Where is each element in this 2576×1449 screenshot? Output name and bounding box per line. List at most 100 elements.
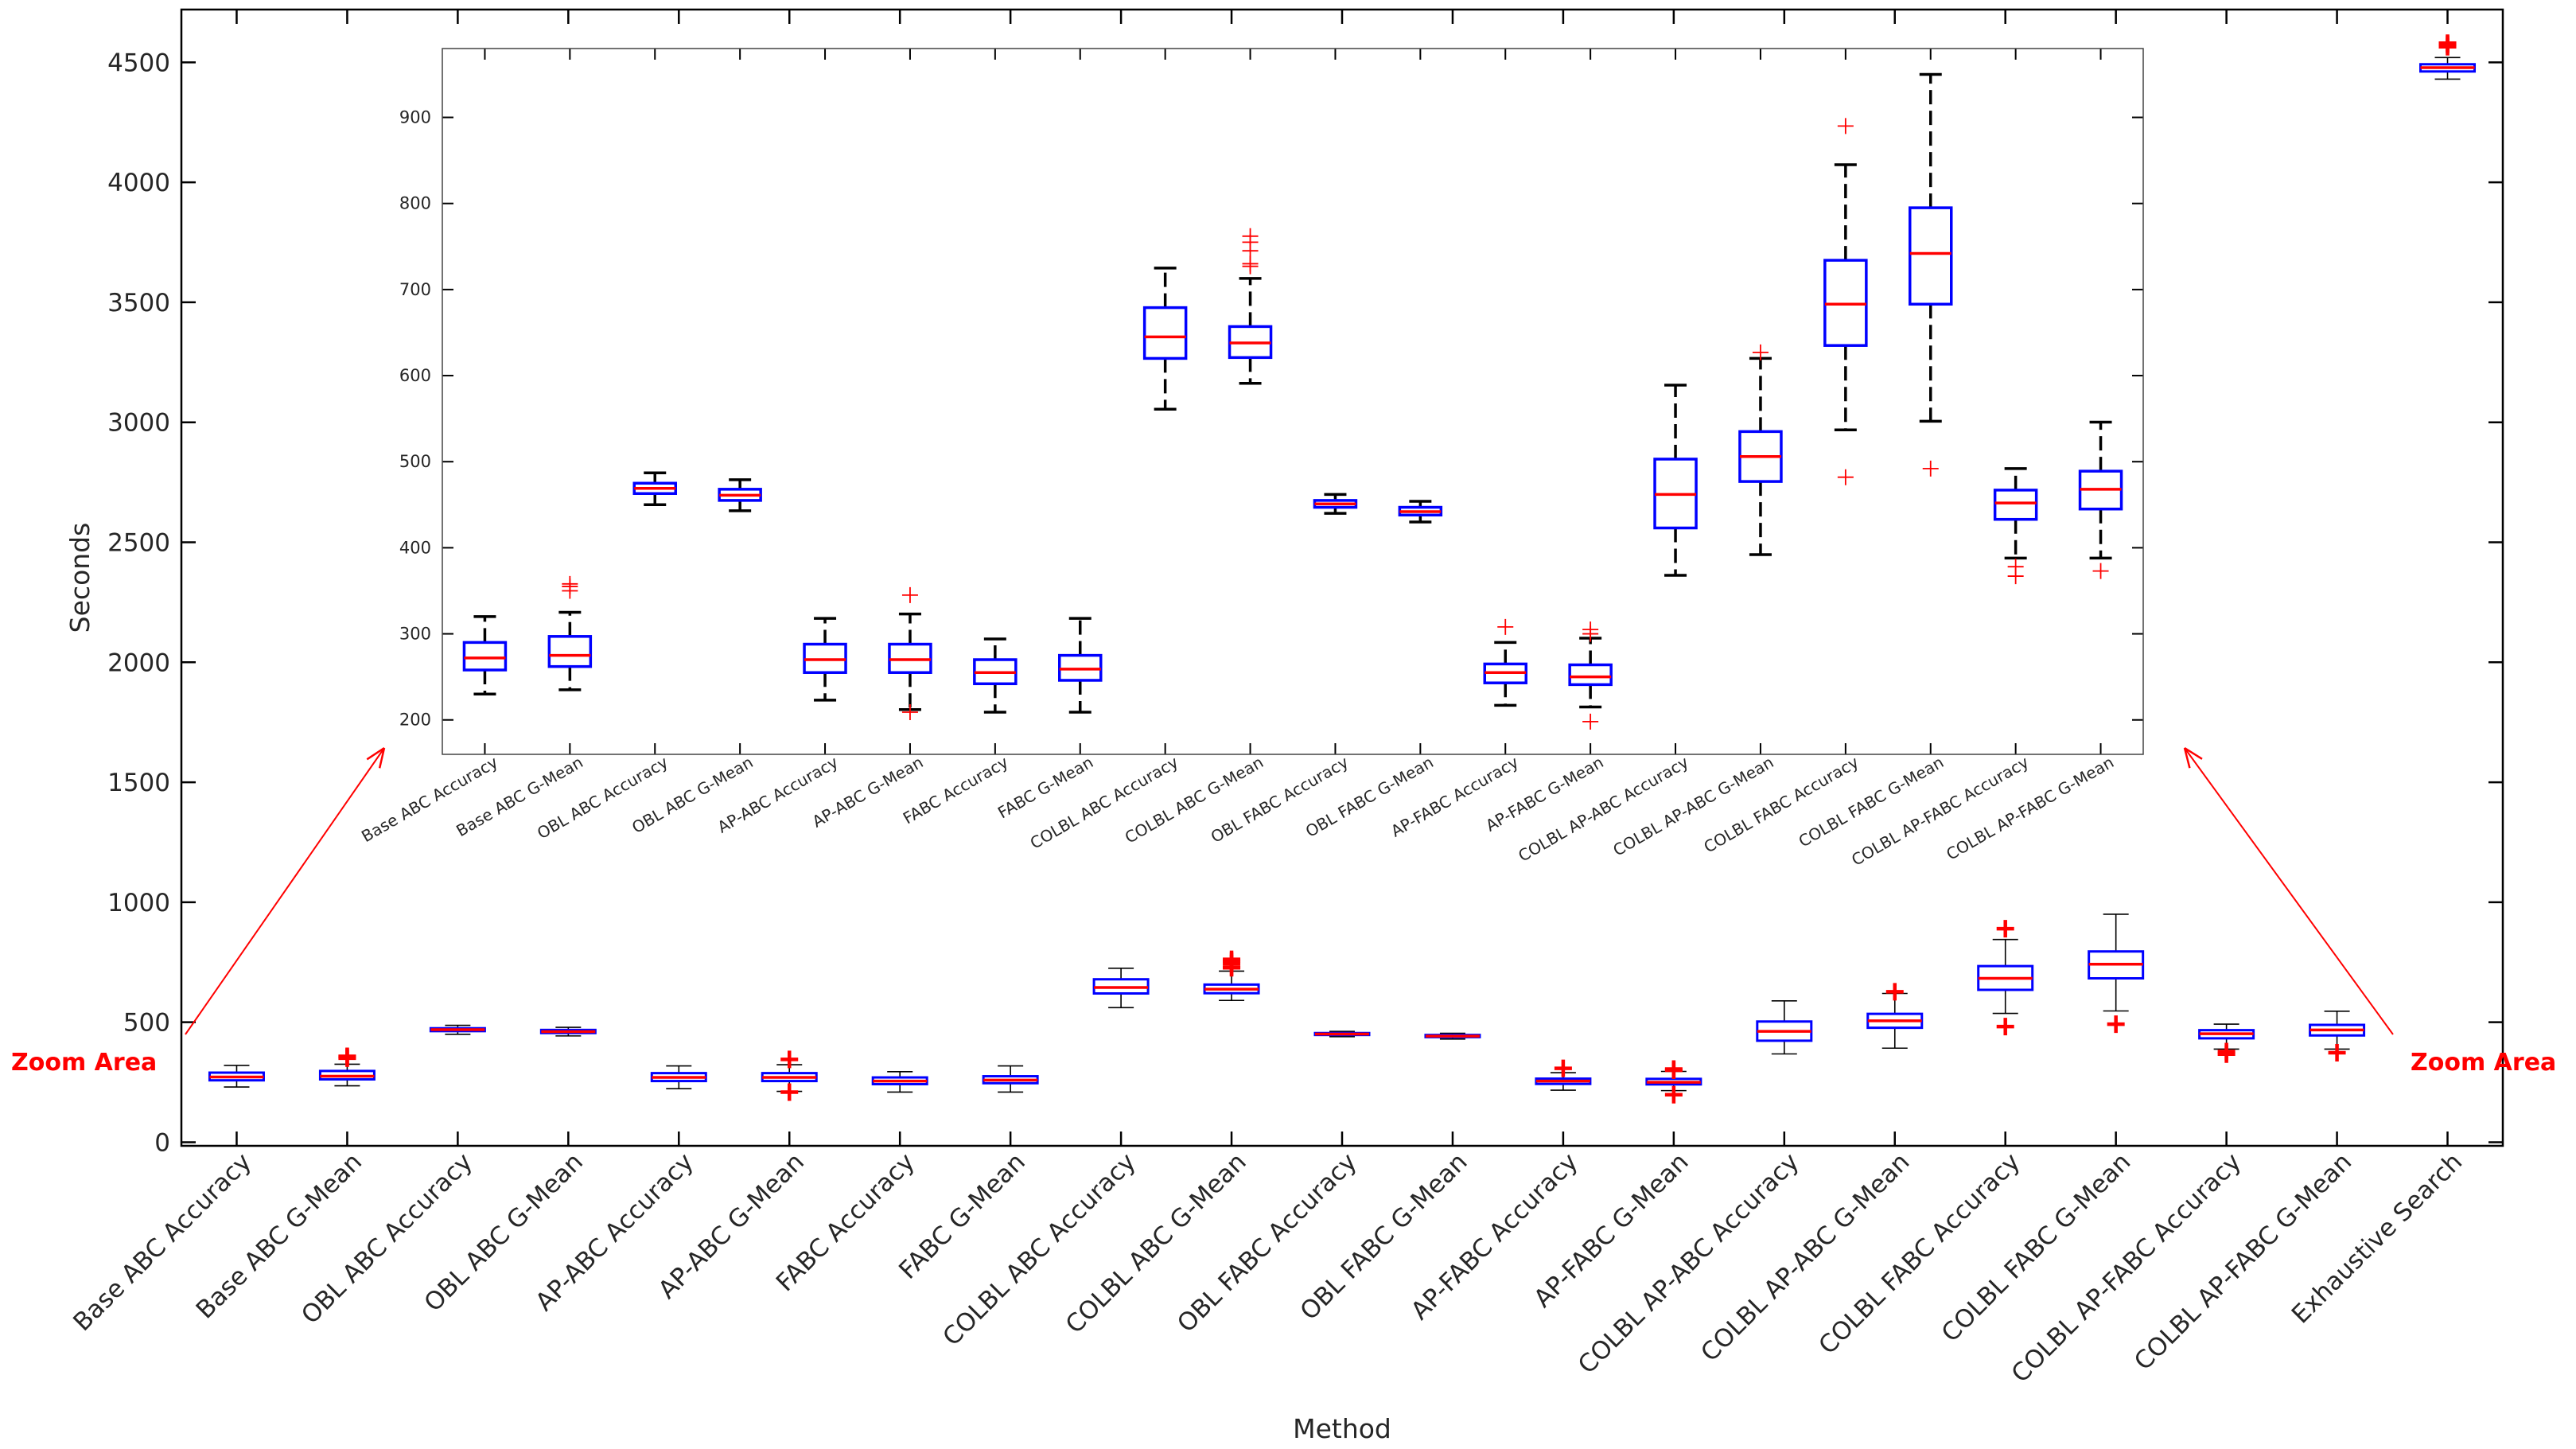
box-18 — [2198, 1023, 2255, 1063]
inset-y-tick-label: 200 — [399, 711, 431, 730]
box-19 — [2078, 420, 2123, 579]
inset-y-tick-label: 600 — [399, 366, 431, 385]
box-11 — [1424, 1032, 1481, 1040]
outlier-marker — [901, 703, 918, 720]
zoom-annotations: Zoom Area Zoom Area — [11, 746, 2556, 1077]
outlier-marker — [1664, 1061, 1683, 1079]
inset-y-tick-label: 300 — [399, 625, 431, 644]
outlier-marker — [1837, 469, 1854, 485]
outlier-marker — [780, 1050, 799, 1069]
box-6 — [973, 637, 1018, 714]
box-14 — [1756, 1000, 1813, 1055]
inset-x-tick-label: COLBL ABC Accuracy — [1027, 752, 1182, 852]
y-tick-label: 1500 — [107, 769, 170, 797]
outlier-marker — [901, 586, 918, 603]
box-8 — [1142, 267, 1188, 411]
zoom-area-right-label: Zoom Area — [2411, 1049, 2556, 1077]
inset-y-tick-label: 800 — [399, 194, 431, 213]
inset-frame — [442, 48, 2144, 755]
outlier-marker — [1582, 713, 1599, 730]
box-11 — [1398, 500, 1443, 524]
zoom-arrow-right — [2184, 747, 2394, 1035]
box-6 — [871, 1071, 928, 1093]
inset-background — [442, 49, 2143, 754]
box-3 — [539, 1026, 597, 1037]
outlier-marker — [338, 1047, 356, 1065]
outlier-marker — [1497, 618, 1514, 635]
x-tick-label: COLBL FABC Accuracy — [1813, 1147, 2025, 1360]
box-7 — [1058, 617, 1103, 714]
x-tick-label: COLBL AP-FABC Accuracy — [2006, 1147, 2247, 1389]
y-axis-label: Seconds — [64, 523, 95, 633]
box-15 — [1866, 983, 1924, 1050]
y-tick-label: 3000 — [107, 409, 170, 438]
x-axis-label: Method — [1293, 1413, 1391, 1444]
box-20 — [2419, 34, 2477, 80]
box-8 — [1092, 968, 1150, 1009]
inset-y-tick-label: 400 — [399, 538, 431, 557]
box-12 — [1535, 1059, 1592, 1091]
box-body — [1568, 663, 1613, 687]
box-2 — [632, 471, 677, 507]
outlier-marker — [2107, 1015, 2125, 1034]
x-tick-label: COLBL AP-ABC G-Mean — [1695, 1147, 1915, 1367]
zoom-arrow-right-head — [2183, 746, 2203, 769]
outlier-marker — [1223, 950, 1241, 968]
outlier-marker — [1752, 344, 1769, 360]
outlier-marker — [1996, 1018, 2014, 1036]
box-4 — [650, 1065, 707, 1090]
zoom-arrow-left — [185, 747, 385, 1035]
outlier-marker — [1837, 118, 1854, 134]
y-tick-label: 500 — [123, 1009, 170, 1038]
box-9 — [1228, 228, 1273, 385]
box-16 — [1977, 920, 2034, 1036]
outlier-marker — [2217, 1045, 2236, 1063]
box-body — [462, 641, 508, 672]
box-body — [1142, 306, 1188, 360]
box-body — [547, 635, 593, 668]
inset-x-tick-label: COLBL FABC Accuracy — [1700, 752, 1862, 856]
y-tick-label: 2500 — [107, 529, 170, 558]
box-4 — [803, 617, 847, 702]
outlier-marker — [1242, 228, 1259, 244]
y-tick-label: 3500 — [107, 289, 170, 317]
y-tick-label: 2000 — [107, 649, 170, 677]
box-17 — [1909, 72, 1953, 477]
box-2 — [429, 1024, 486, 1035]
y-tick-label: 1000 — [107, 889, 170, 917]
box-13 — [1645, 1060, 1702, 1104]
outlier-marker — [1554, 1059, 1572, 1077]
outlier-marker — [2092, 563, 2109, 579]
outlier-marker — [1922, 460, 1939, 477]
x-tick-label: COLBL FABC G-Mean — [1936, 1147, 2137, 1348]
x-tick-label: COLBL AP-ABC Accuracy — [1573, 1147, 1805, 1380]
box-body — [1909, 206, 1953, 306]
box-18 — [1993, 467, 2038, 585]
outlier-marker — [1885, 983, 1904, 1001]
y-tick-label: 0 — [154, 1128, 170, 1157]
outlier-marker — [1664, 1085, 1683, 1104]
y-tick-label: 4000 — [107, 169, 170, 197]
outlier-marker — [1582, 625, 1599, 642]
outlier-marker — [2438, 34, 2457, 53]
x-tick-label: COLBL ABC G-Mean — [1060, 1147, 1252, 1339]
box-10 — [1313, 1030, 1371, 1038]
box-16 — [1823, 118, 1868, 485]
inset-x-tick-label: COLBL AP-ABC G-Mean — [1609, 753, 1776, 860]
inset-y-tick-label: 900 — [399, 108, 431, 127]
box-9 — [1203, 950, 1260, 1002]
inset-x-tick-label: OBL FABC Accuracy — [1208, 752, 1352, 847]
inset-y-tick-label: 500 — [399, 452, 431, 471]
box-body — [1993, 489, 2038, 521]
inset-x-tick-label: COLBL ABC G-Mean — [1122, 753, 1267, 847]
outlier-marker — [1996, 920, 2014, 938]
box-5 — [761, 1050, 818, 1101]
x-tick-label: COLBL AP-FABC G-Mean — [2129, 1147, 2357, 1376]
x-tick-label: Base ABC Accuracy — [68, 1147, 257, 1337]
box-14 — [1653, 384, 1698, 577]
box-15 — [1738, 344, 1783, 556]
outlier-marker — [2007, 568, 2024, 585]
box-1 — [318, 1047, 376, 1087]
